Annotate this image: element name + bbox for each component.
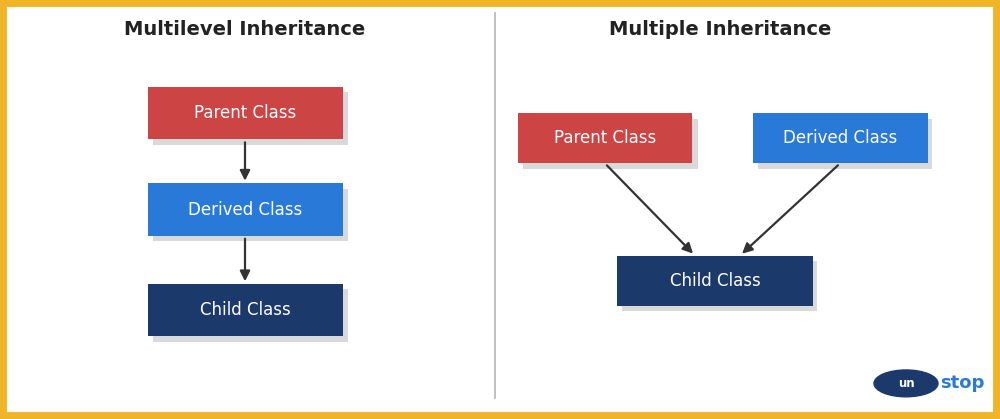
FancyBboxPatch shape — [152, 289, 348, 342]
FancyBboxPatch shape — [148, 284, 342, 336]
Text: Child Class: Child Class — [200, 301, 290, 319]
FancyBboxPatch shape — [622, 261, 817, 311]
FancyBboxPatch shape — [753, 113, 928, 163]
FancyBboxPatch shape — [518, 113, 692, 163]
FancyBboxPatch shape — [152, 189, 348, 241]
Text: Parent Class: Parent Class — [194, 104, 296, 122]
FancyBboxPatch shape — [758, 119, 932, 169]
FancyBboxPatch shape — [152, 92, 348, 145]
Text: Child Class: Child Class — [670, 272, 760, 290]
FancyBboxPatch shape — [148, 87, 342, 140]
FancyBboxPatch shape — [148, 184, 342, 235]
FancyBboxPatch shape — [522, 119, 698, 169]
Circle shape — [874, 370, 938, 397]
Text: Multiple Inheritance: Multiple Inheritance — [609, 20, 831, 39]
Text: Parent Class: Parent Class — [554, 129, 656, 147]
Text: stop: stop — [940, 375, 984, 392]
Text: Derived Class: Derived Class — [783, 129, 897, 147]
Text: un: un — [898, 377, 914, 390]
FancyBboxPatch shape — [617, 256, 812, 306]
Text: Derived Class: Derived Class — [188, 201, 302, 218]
Text: Multilevel Inheritance: Multilevel Inheritance — [124, 20, 366, 39]
